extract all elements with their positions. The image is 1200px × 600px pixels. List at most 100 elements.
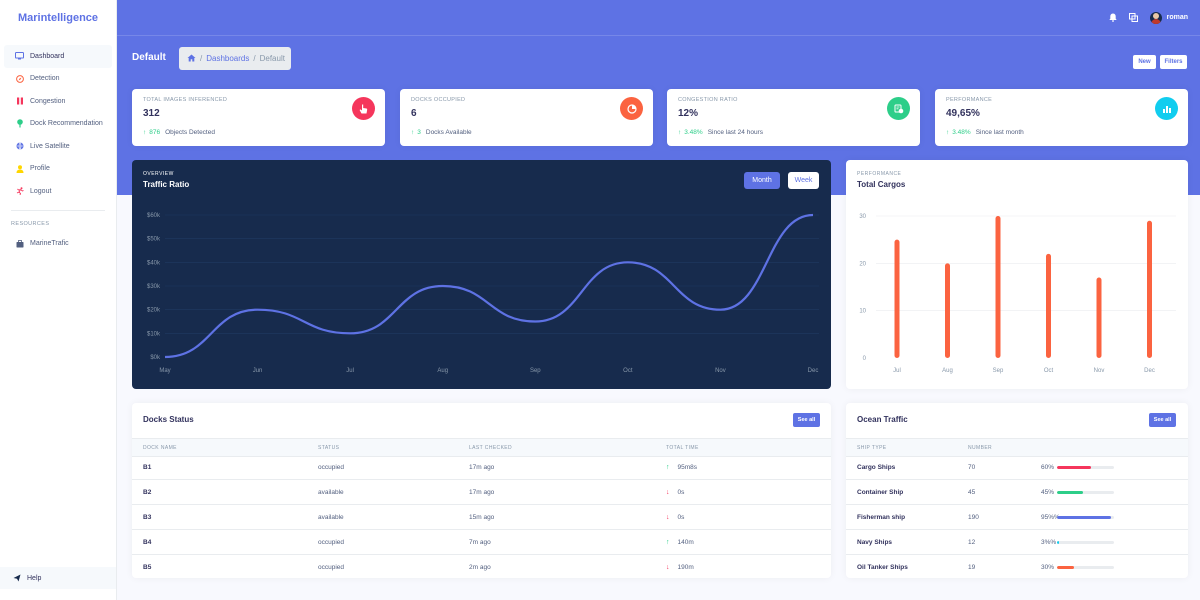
brand-logo[interactable]: Marintelligence bbox=[17, 12, 99, 24]
cargo-bar-chart: 0 10 20 30 Jul Aug Sep Oct Nov Dec bbox=[859, 214, 1176, 374]
home-icon[interactable] bbox=[187, 54, 196, 64]
sidebar-nav: Dashboard Detection Congestion Dock Reco… bbox=[0, 45, 116, 255]
stat-description: Objects Detected bbox=[165, 129, 215, 136]
y-tick-label: $40k bbox=[147, 260, 161, 266]
dock-total-time: ↓ 0s bbox=[666, 514, 684, 521]
ship-number: 70 bbox=[968, 464, 976, 471]
traffic-line-chart: $0k $10k $20k $30k $40k $50k $60k May Jun Jul Aug S… bbox=[147, 213, 819, 374]
sidebar-divider bbox=[11, 209, 105, 211]
bar bbox=[1147, 220, 1152, 358]
compass-icon bbox=[15, 74, 24, 83]
dock-last-checked: 15m ago bbox=[469, 514, 495, 521]
table-row[interactable]: Container Ship 45 45% bbox=[846, 480, 1188, 505]
card-title: Traffic Ratio bbox=[143, 180, 190, 189]
x-tick-label: Aug bbox=[942, 368, 953, 374]
arrow-down-icon: ↓ bbox=[666, 514, 670, 521]
new-button[interactable]: New bbox=[1133, 55, 1156, 69]
dock-status: available bbox=[318, 489, 344, 496]
user-icon bbox=[15, 164, 24, 173]
user-menu[interactable]: roman bbox=[1149, 11, 1188, 24]
sidebar-item-label: Logout bbox=[30, 187, 52, 195]
table-row[interactable]: Oil Tanker Ships 19 30% bbox=[846, 555, 1188, 578]
dock-name: B4 bbox=[143, 539, 152, 546]
column-header: LAST CHECKED bbox=[469, 445, 513, 451]
ship-percent: 95%% bbox=[1041, 514, 1060, 521]
total-time-value: 140m bbox=[677, 539, 694, 546]
week-toggle-button[interactable]: Week bbox=[788, 172, 819, 189]
bar-chart-icon bbox=[1155, 97, 1178, 120]
stat-value: 49,65% bbox=[946, 108, 980, 119]
table-row[interactable]: Cargo Ships 70 60% bbox=[846, 455, 1188, 480]
table-row[interactable]: B5 occupied 2m ago ↓ 190m bbox=[132, 555, 831, 578]
y-tick-label: $30k bbox=[147, 284, 161, 290]
table-row[interactable]: B3 available 15m ago ↓ 0s bbox=[132, 505, 831, 530]
sidebar-item-marinetrafic[interactable]: MarineTrafic bbox=[4, 233, 112, 256]
y-tick-label: 0 bbox=[863, 356, 867, 362]
stat-label: TOTAL IMAGES INFERENCED bbox=[143, 97, 228, 103]
dock-total-time: ↑ 140m bbox=[666, 539, 694, 546]
series-line bbox=[164, 213, 814, 359]
arrow-up-icon: ↑ bbox=[946, 129, 950, 136]
x-tick-label: Nov bbox=[1094, 368, 1105, 374]
arrow-up-icon: ↑ bbox=[666, 464, 670, 471]
dock-name: B1 bbox=[143, 464, 152, 471]
table-row[interactable]: Fisherman ship 190 95%% bbox=[846, 505, 1188, 530]
avatar bbox=[1149, 11, 1162, 24]
apps-icon[interactable] bbox=[1128, 13, 1138, 22]
table-row[interactable]: Navy Ships 12 3%% bbox=[846, 530, 1188, 555]
y-tick-label: 20 bbox=[859, 261, 866, 267]
stat-card-congestion: CONGESTION RATIO 12% ↑ 3.48% Since last … bbox=[667, 89, 920, 146]
table-row[interactable]: B4 occupied 7m ago ↑ 140m bbox=[132, 530, 831, 555]
filters-button[interactable]: Filters bbox=[1160, 55, 1187, 69]
sidebar-item-dock-recommendation[interactable]: Dock Recommendation bbox=[4, 113, 112, 136]
ship-percent: 30% bbox=[1041, 564, 1055, 571]
sidebar-item-detection[interactable]: Detection bbox=[4, 68, 112, 91]
ship-percent: 45% bbox=[1041, 489, 1055, 496]
breadcrumb-dashboards[interactable]: Dashboards bbox=[206, 54, 250, 63]
progress-bar bbox=[1057, 566, 1114, 569]
traffic-ratio-card: OVERVIEW Traffic Ratio Month Week $0k $10… bbox=[132, 160, 831, 389]
sidebar-item-live-satellite[interactable]: Live Satellite bbox=[4, 135, 112, 158]
total-time-value: 0s bbox=[677, 514, 685, 521]
x-tick-label: Nov bbox=[715, 368, 726, 374]
stat-footer: ↑ 3.48% Since last 24 hours bbox=[678, 129, 763, 136]
globe-icon bbox=[15, 142, 24, 151]
dock-last-checked: 7m ago bbox=[469, 539, 491, 546]
pie-chart-icon bbox=[620, 97, 643, 120]
progress-fill bbox=[1057, 566, 1075, 569]
help-button[interactable]: Help bbox=[0, 567, 116, 589]
y-tick-label: 10 bbox=[859, 309, 866, 315]
progress-bar bbox=[1057, 491, 1114, 494]
docks-see-all-button[interactable]: See all bbox=[793, 413, 820, 427]
column-header: NUMBER bbox=[968, 445, 993, 451]
send-icon bbox=[12, 574, 21, 583]
x-tick-label: Jun bbox=[253, 368, 263, 374]
table-row[interactable]: B1 occupied 17m ago ↑ 95m8s bbox=[132, 455, 831, 480]
sidebar-item-dashboard[interactable]: Dashboard bbox=[4, 45, 112, 68]
stat-footer: ↑ 3.48% Since last month bbox=[946, 129, 1024, 136]
card-title: Docks Status bbox=[143, 415, 194, 424]
month-toggle-button[interactable]: Month bbox=[744, 172, 780, 189]
ship-percent: 60% bbox=[1041, 464, 1055, 471]
ocean-traffic-card: Ocean Traffic See all SHIP TYPE NUMBER C… bbox=[846, 403, 1188, 578]
ocean-see-all-button[interactable]: See all bbox=[1149, 413, 1176, 427]
arrow-up-icon: ↑ bbox=[411, 129, 415, 136]
sidebar-item-logout[interactable]: Logout bbox=[4, 180, 112, 203]
bell-icon[interactable] bbox=[1108, 13, 1117, 22]
card-kicker: OVERVIEW bbox=[143, 171, 174, 177]
monitor-icon bbox=[15, 52, 24, 61]
table-row[interactable]: B2 available 17m ago ↓ 0s bbox=[132, 480, 831, 505]
bar bbox=[945, 263, 950, 358]
dock-name: B5 bbox=[143, 564, 152, 571]
sidebar-item-profile[interactable]: Profile bbox=[4, 158, 112, 181]
sidebar-item-congestion[interactable]: Congestion bbox=[4, 90, 112, 113]
dock-total-time: ↓ 0s bbox=[666, 489, 684, 496]
ship-type: Cargo Ships bbox=[857, 464, 896, 471]
card-title: Ocean Traffic bbox=[857, 415, 908, 424]
ship-type: Fisherman ship bbox=[857, 514, 906, 521]
stat-label: CONGESTION RATIO bbox=[678, 97, 738, 103]
stat-change: 3 bbox=[417, 129, 421, 136]
y-tick-label: $50k bbox=[147, 237, 161, 243]
ship-number: 45 bbox=[968, 489, 976, 496]
sidebar-item-label: MarineTrafic bbox=[30, 240, 69, 248]
